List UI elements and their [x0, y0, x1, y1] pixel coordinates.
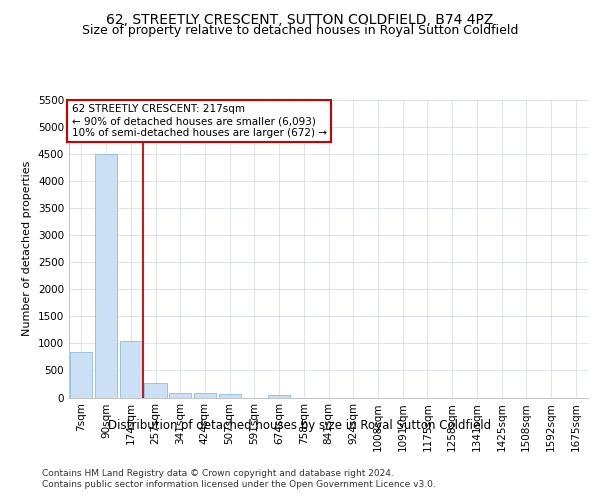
Text: Contains public sector information licensed under the Open Government Licence v3: Contains public sector information licen…	[42, 480, 436, 489]
Text: Size of property relative to detached houses in Royal Sutton Coldfield: Size of property relative to detached ho…	[82, 24, 518, 37]
Bar	[268, 396, 290, 398]
Bar	[119, 340, 142, 398]
Bar	[169, 393, 191, 398]
Y-axis label: Number of detached properties: Number of detached properties	[22, 161, 32, 336]
Text: Distribution of detached houses by size in Royal Sutton Coldfield: Distribution of detached houses by size …	[109, 418, 491, 432]
Bar	[145, 383, 167, 398]
Bar	[70, 352, 92, 398]
Bar	[95, 154, 117, 398]
Bar	[194, 393, 216, 398]
Text: 62 STREETLY CRESCENT: 217sqm
← 90% of detached houses are smaller (6,093)
10% of: 62 STREETLY CRESCENT: 217sqm ← 90% of de…	[71, 104, 326, 138]
Bar	[218, 394, 241, 398]
Text: 62, STREETLY CRESCENT, SUTTON COLDFIELD, B74 4PZ: 62, STREETLY CRESCENT, SUTTON COLDFIELD,…	[106, 12, 494, 26]
Text: Contains HM Land Registry data © Crown copyright and database right 2024.: Contains HM Land Registry data © Crown c…	[42, 469, 394, 478]
